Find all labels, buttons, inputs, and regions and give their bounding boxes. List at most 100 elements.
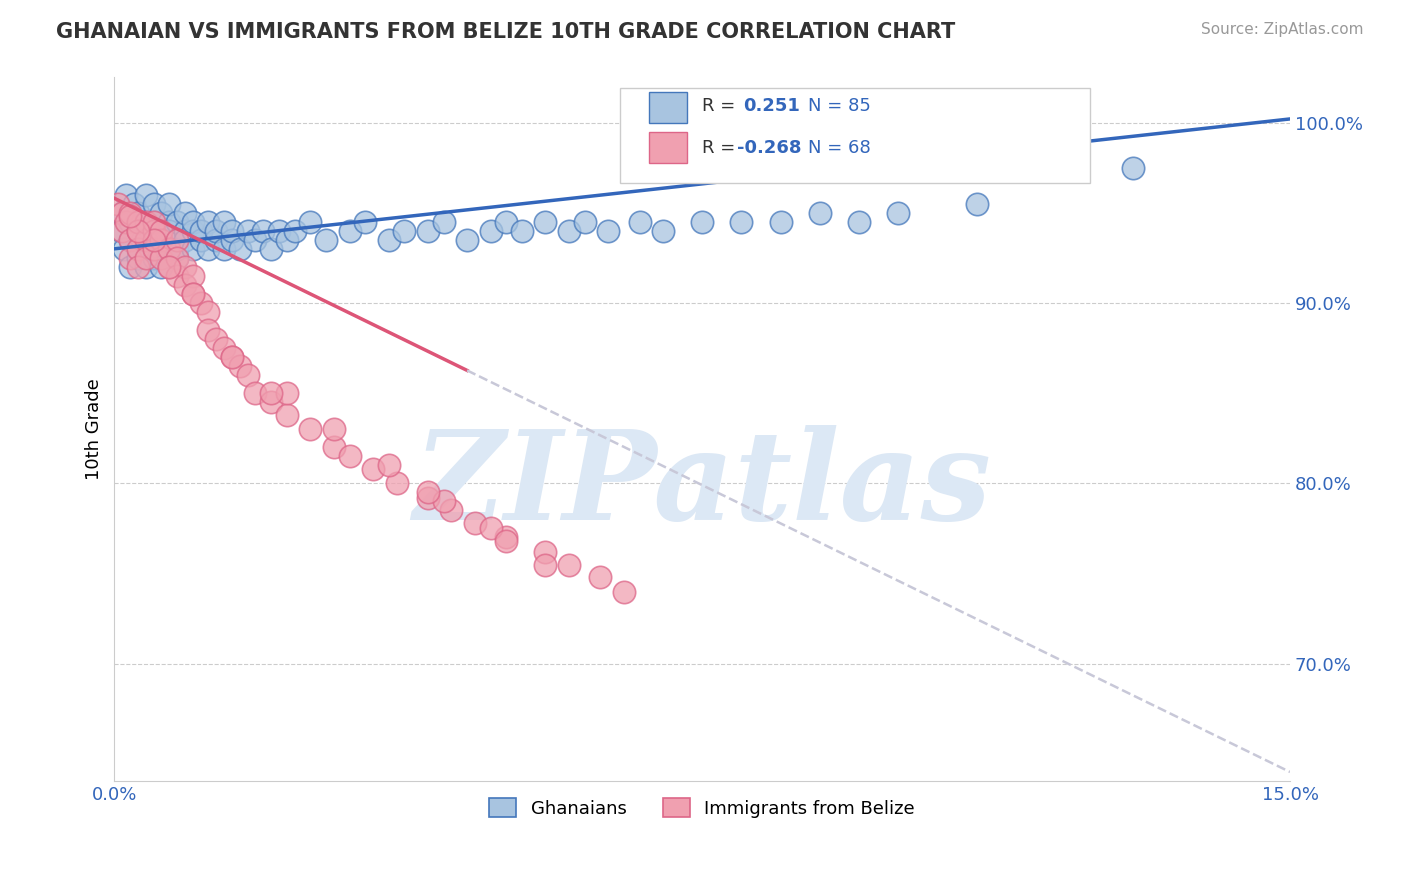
Point xyxy=(166,268,188,283)
Point xyxy=(142,242,165,256)
Point xyxy=(613,584,636,599)
Point xyxy=(181,268,204,283)
Point xyxy=(205,233,228,247)
Point xyxy=(110,224,132,238)
Point xyxy=(142,215,165,229)
Point xyxy=(299,215,322,229)
Point xyxy=(190,233,212,247)
Point xyxy=(174,224,197,238)
Point xyxy=(120,205,142,219)
Point xyxy=(260,386,283,401)
Point xyxy=(361,462,384,476)
Point xyxy=(252,224,274,238)
Point xyxy=(135,251,157,265)
FancyBboxPatch shape xyxy=(620,88,1090,183)
Point xyxy=(181,242,204,256)
Y-axis label: 10th Grade: 10th Grade xyxy=(86,378,103,480)
Point xyxy=(221,350,243,364)
Point xyxy=(157,196,180,211)
Point xyxy=(260,395,283,409)
Point xyxy=(150,224,173,238)
Point xyxy=(142,196,165,211)
Point xyxy=(479,521,502,535)
Point xyxy=(127,224,149,238)
Point xyxy=(157,260,180,274)
Point xyxy=(166,251,188,265)
Text: 0.251: 0.251 xyxy=(744,96,800,114)
Point xyxy=(212,242,235,256)
Point xyxy=(150,233,173,247)
Point xyxy=(174,260,197,274)
Point xyxy=(205,332,228,346)
Point xyxy=(808,205,831,219)
Point xyxy=(416,491,439,505)
Point xyxy=(848,215,870,229)
Point xyxy=(299,422,322,436)
Point xyxy=(111,224,134,238)
Point xyxy=(142,215,165,229)
Point xyxy=(229,359,252,373)
Point xyxy=(245,386,267,401)
Point xyxy=(212,341,235,355)
Point xyxy=(495,534,517,549)
Point xyxy=(221,224,243,238)
Point xyxy=(135,233,157,247)
Point xyxy=(260,242,283,256)
Point xyxy=(166,251,188,265)
Point xyxy=(236,368,259,383)
Point xyxy=(120,233,142,247)
Point xyxy=(157,215,180,229)
Point xyxy=(432,215,454,229)
Point xyxy=(157,224,180,238)
Point xyxy=(120,210,142,224)
Point xyxy=(534,215,557,229)
Point xyxy=(181,287,204,301)
Point xyxy=(166,215,188,229)
Point xyxy=(150,205,173,219)
Point xyxy=(464,516,486,530)
Point xyxy=(166,233,188,247)
Point xyxy=(534,545,557,559)
Point xyxy=(339,450,361,464)
Point xyxy=(769,215,792,229)
Point xyxy=(166,233,188,247)
Text: GHANAIAN VS IMMIGRANTS FROM BELIZE 10TH GRADE CORRELATION CHART: GHANAIAN VS IMMIGRANTS FROM BELIZE 10TH … xyxy=(56,22,956,42)
Point xyxy=(322,440,344,454)
Point xyxy=(174,233,197,247)
Point xyxy=(197,323,219,337)
Point xyxy=(127,205,149,219)
Point xyxy=(534,558,557,572)
Point xyxy=(142,233,165,247)
Point xyxy=(628,215,651,229)
Point xyxy=(135,260,157,274)
Point xyxy=(212,215,235,229)
Point xyxy=(229,242,252,256)
Point xyxy=(377,233,399,247)
Point xyxy=(135,187,157,202)
Point xyxy=(150,242,173,256)
Text: -0.268: -0.268 xyxy=(738,139,801,157)
Point xyxy=(385,476,408,491)
Point xyxy=(181,215,204,229)
Point xyxy=(315,233,337,247)
Point xyxy=(966,196,988,211)
Point xyxy=(111,205,134,219)
Point xyxy=(190,224,212,238)
Point xyxy=(354,215,377,229)
Point xyxy=(479,224,502,238)
Point xyxy=(135,215,157,229)
Point xyxy=(166,242,188,256)
Point xyxy=(197,305,219,319)
Point xyxy=(157,242,180,256)
Point xyxy=(456,233,478,247)
Point xyxy=(887,205,910,219)
Point xyxy=(416,224,439,238)
Point xyxy=(181,224,204,238)
Point xyxy=(276,233,298,247)
Point xyxy=(127,215,149,229)
Point xyxy=(181,287,204,301)
Text: Source: ZipAtlas.com: Source: ZipAtlas.com xyxy=(1201,22,1364,37)
Point xyxy=(174,205,197,219)
Point xyxy=(157,260,180,274)
FancyBboxPatch shape xyxy=(650,92,688,123)
